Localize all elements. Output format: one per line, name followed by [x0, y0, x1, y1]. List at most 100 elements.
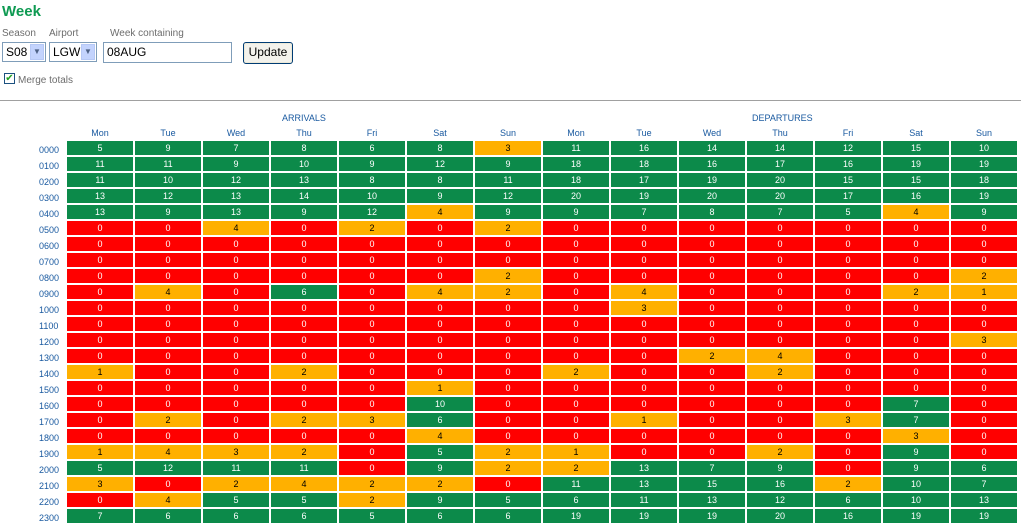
slot-cell: 0: [407, 333, 473, 347]
airport-select[interactable]: LGW ▼: [49, 42, 97, 62]
slot-cell: 2: [203, 477, 269, 491]
table-row: 3 0 2 4 2 2 0 11 13 15 16 2 10 7: [67, 477, 1017, 491]
week-input[interactable]: 08AUG: [103, 42, 232, 63]
slot-cell: 0: [339, 429, 405, 443]
slot-cell: 0: [543, 413, 609, 427]
slot-cell: 0: [747, 253, 813, 267]
slot-cell: 18: [543, 173, 609, 187]
slot-cell: 19: [883, 509, 949, 523]
day-header: Mon: [91, 128, 109, 138]
hour-label: 2200: [39, 497, 60, 507]
table-row: 0 0 0 0 0 10 0 0 0 0 0 0 7 0: [67, 397, 1017, 411]
slot-cell: 0: [67, 333, 133, 347]
slot-cell: 0: [543, 397, 609, 411]
slot-cell: 0: [67, 397, 133, 411]
chevron-down-icon[interactable]: ▼: [30, 44, 44, 60]
slot-cell: 0: [815, 317, 881, 331]
chevron-down-icon[interactable]: ▼: [81, 44, 95, 60]
season-label: Season: [2, 28, 36, 39]
hour-label: 2100: [39, 481, 60, 491]
slot-cell: 14: [679, 141, 745, 155]
slot-cell: 6: [271, 509, 337, 523]
slot-cell: 0: [679, 397, 745, 411]
slot-cell: 0: [747, 381, 813, 395]
hour-label: 1100: [39, 321, 59, 331]
slot-cell: 20: [747, 189, 813, 203]
slot-cell: 0: [815, 349, 881, 363]
slot-cell: 17: [815, 189, 881, 203]
slot-cell: 5: [271, 493, 337, 507]
slot-cell: 0: [203, 413, 269, 427]
table-row: 13 9 13 9 12 4 9 9 7 8 7 5 4 9: [67, 205, 1017, 219]
slot-cell: 2: [747, 365, 813, 379]
slot-cell: 16: [679, 157, 745, 171]
day-header: Wed: [226, 128, 246, 138]
day-header: Fri: [842, 128, 854, 138]
slot-cell: 0: [815, 381, 881, 395]
airport-label: Airport: [49, 28, 79, 39]
slot-cell: 0: [339, 397, 405, 411]
slot-cell: 0: [475, 429, 541, 443]
slot-cell: 19: [951, 509, 1017, 523]
slot-cell: 0: [203, 381, 269, 395]
slot-cell: 0: [339, 285, 405, 299]
slot-cell: 0: [475, 477, 541, 491]
slot-cell: 0: [67, 285, 133, 299]
season-select[interactable]: S08 ▼: [2, 42, 46, 62]
slot-cell: 14: [747, 141, 813, 155]
slot-cell: 0: [339, 333, 405, 347]
slot-cell: 0: [407, 365, 473, 379]
slot-cell: 12: [135, 461, 201, 475]
slot-cell: 1: [67, 365, 133, 379]
slot-cell: 0: [747, 397, 813, 411]
slot-cell: 0: [203, 365, 269, 379]
slot-cell: 0: [271, 301, 337, 315]
slot-cell: 0: [883, 237, 949, 251]
day-header: Sun: [499, 128, 516, 138]
slot-cell: 0: [679, 317, 745, 331]
slot-cell: 1: [543, 445, 609, 459]
slot-cell: 9: [475, 205, 541, 219]
slot-cell: 0: [135, 221, 201, 235]
slot-cell: 2: [339, 477, 405, 491]
hour-label: 0800: [39, 273, 60, 283]
slot-cell: 0: [679, 445, 745, 459]
slot-cell: 0: [815, 253, 881, 267]
slot-cell: 0: [475, 301, 541, 315]
slot-cell: 0: [543, 333, 609, 347]
slot-cell: 0: [203, 317, 269, 331]
slot-cell: 2: [543, 461, 609, 475]
slot-cell: 0: [951, 301, 1017, 315]
slot-cell: 11: [135, 157, 201, 171]
slot-cell: 13: [67, 189, 133, 203]
slot-cell: 9: [135, 205, 201, 219]
slot-cell: 15: [815, 173, 881, 187]
slot-cell: 0: [67, 349, 133, 363]
slot-cell: 13: [203, 189, 269, 203]
slot-cell: 0: [135, 301, 201, 315]
slot-cell: 0: [67, 317, 133, 331]
slot-cell: 9: [135, 141, 201, 155]
slot-cell: 0: [611, 397, 677, 411]
slot-cell: 10: [135, 173, 201, 187]
slot-cell: 0: [407, 317, 473, 331]
slot-cell: 0: [679, 221, 745, 235]
slot-cell: 2: [271, 413, 337, 427]
slot-cell: 0: [951, 429, 1017, 443]
slot-cell: 0: [815, 397, 881, 411]
slot-cell: 19: [679, 173, 745, 187]
table-row: 5 9 7 8 6 8 3 11 16 14 14 12 15 10: [67, 141, 1017, 155]
slot-cell: 0: [475, 349, 541, 363]
slot-cell: 19: [679, 509, 745, 523]
slot-cell: 15: [883, 141, 949, 155]
slot-cell: 12: [815, 141, 881, 155]
merge-totals-checkbox[interactable]: ✔: [4, 73, 15, 84]
slot-cell: 13: [271, 173, 337, 187]
hour-label: 1300: [39, 353, 60, 363]
update-button[interactable]: Update: [243, 42, 293, 64]
hour-label: 1900: [39, 449, 60, 459]
slot-cell: 15: [679, 477, 745, 491]
slot-cell: 0: [611, 445, 677, 459]
slot-cell: 2: [815, 477, 881, 491]
slot-cell: 0: [611, 237, 677, 251]
